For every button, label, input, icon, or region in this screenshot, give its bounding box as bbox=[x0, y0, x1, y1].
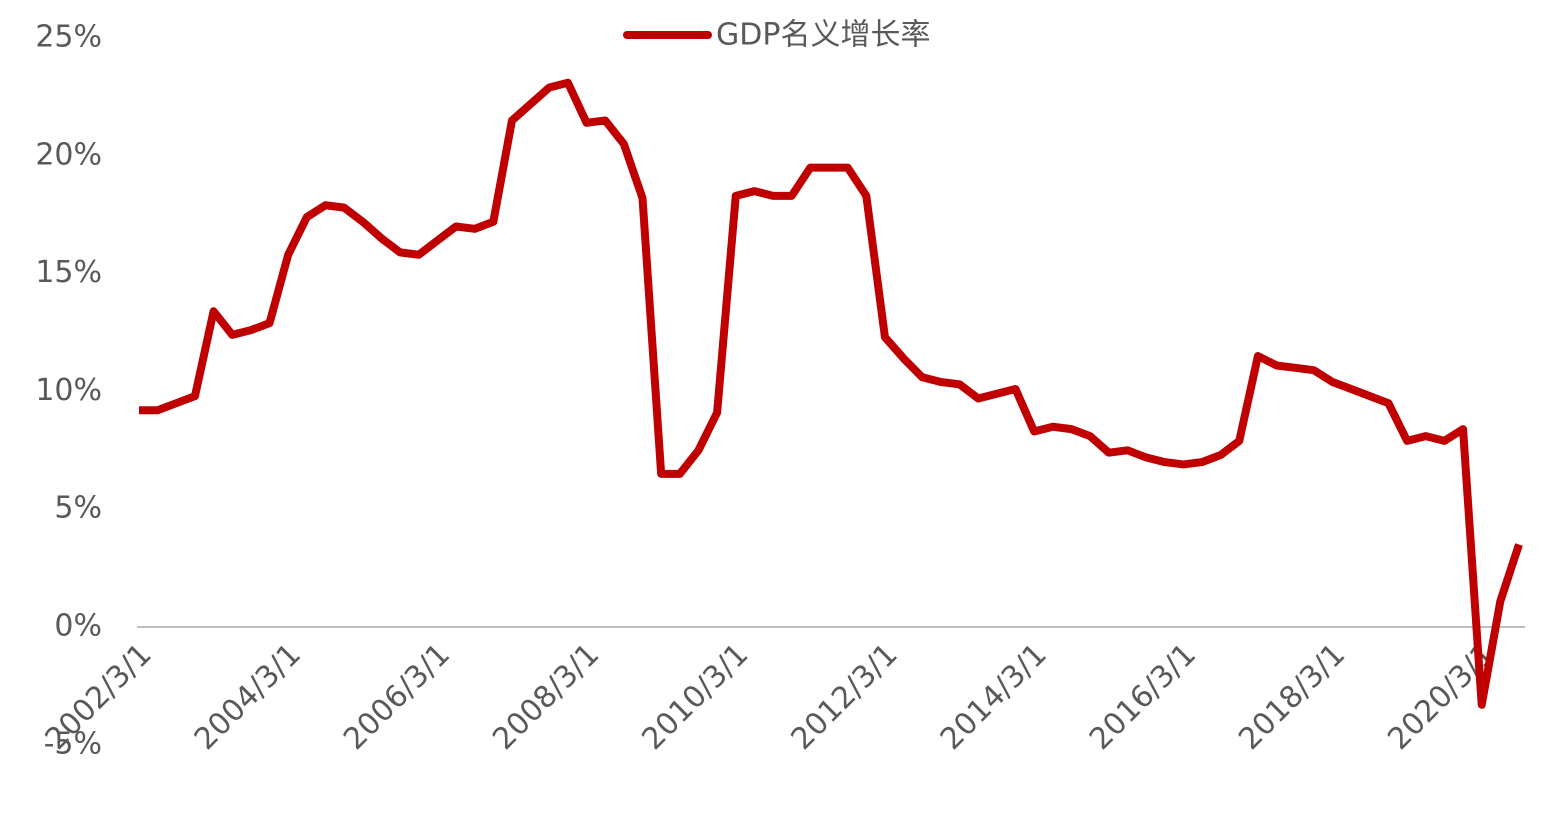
y-tick-label: 10% bbox=[35, 373, 102, 408]
y-tick-label: 25% bbox=[35, 20, 102, 55]
x-tick-label: 2008/3/1 bbox=[486, 637, 606, 757]
data-line bbox=[139, 78, 1523, 709]
y-tick-label: 15% bbox=[35, 255, 102, 290]
x-tick-label: 2014/3/1 bbox=[934, 637, 1054, 757]
y-tick-label: 5% bbox=[54, 491, 102, 526]
y-tick-label: -5% bbox=[44, 726, 102, 761]
x-tick-label: 2018/3/1 bbox=[1232, 637, 1352, 757]
x-tick-label: 2006/3/1 bbox=[337, 637, 457, 757]
x-tick-label: 2004/3/1 bbox=[188, 637, 308, 757]
legend-label: GDP名义增长率 bbox=[716, 18, 930, 53]
x-tick-label: 2016/3/1 bbox=[1083, 637, 1203, 757]
y-tick-label: 20% bbox=[35, 137, 102, 172]
y-tick-label: 0% bbox=[54, 609, 102, 644]
x-tick-label: 2012/3/1 bbox=[785, 637, 905, 757]
x-tick-label: 2010/3/1 bbox=[635, 637, 755, 757]
